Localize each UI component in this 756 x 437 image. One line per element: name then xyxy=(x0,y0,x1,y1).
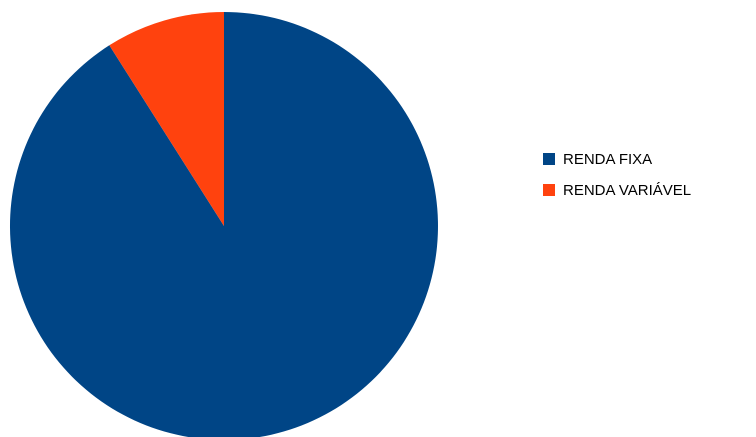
legend-label: RENDA VARIÁVEL xyxy=(563,182,691,199)
legend-item-renda-fixa: RENDA FIXA xyxy=(543,151,652,168)
legend-item-renda-variavel: RENDA VARIÁVEL xyxy=(543,182,691,199)
legend-swatch xyxy=(543,153,555,165)
pie-slices xyxy=(10,11,438,437)
pie-slice-renda-fixa xyxy=(10,12,438,437)
legend-label: RENDA FIXA xyxy=(563,151,652,168)
legend: RENDA FIXA RENDA VARIÁVEL xyxy=(543,151,691,199)
pie-slice-renda-variavel xyxy=(109,11,224,226)
legend-swatch xyxy=(543,184,555,196)
